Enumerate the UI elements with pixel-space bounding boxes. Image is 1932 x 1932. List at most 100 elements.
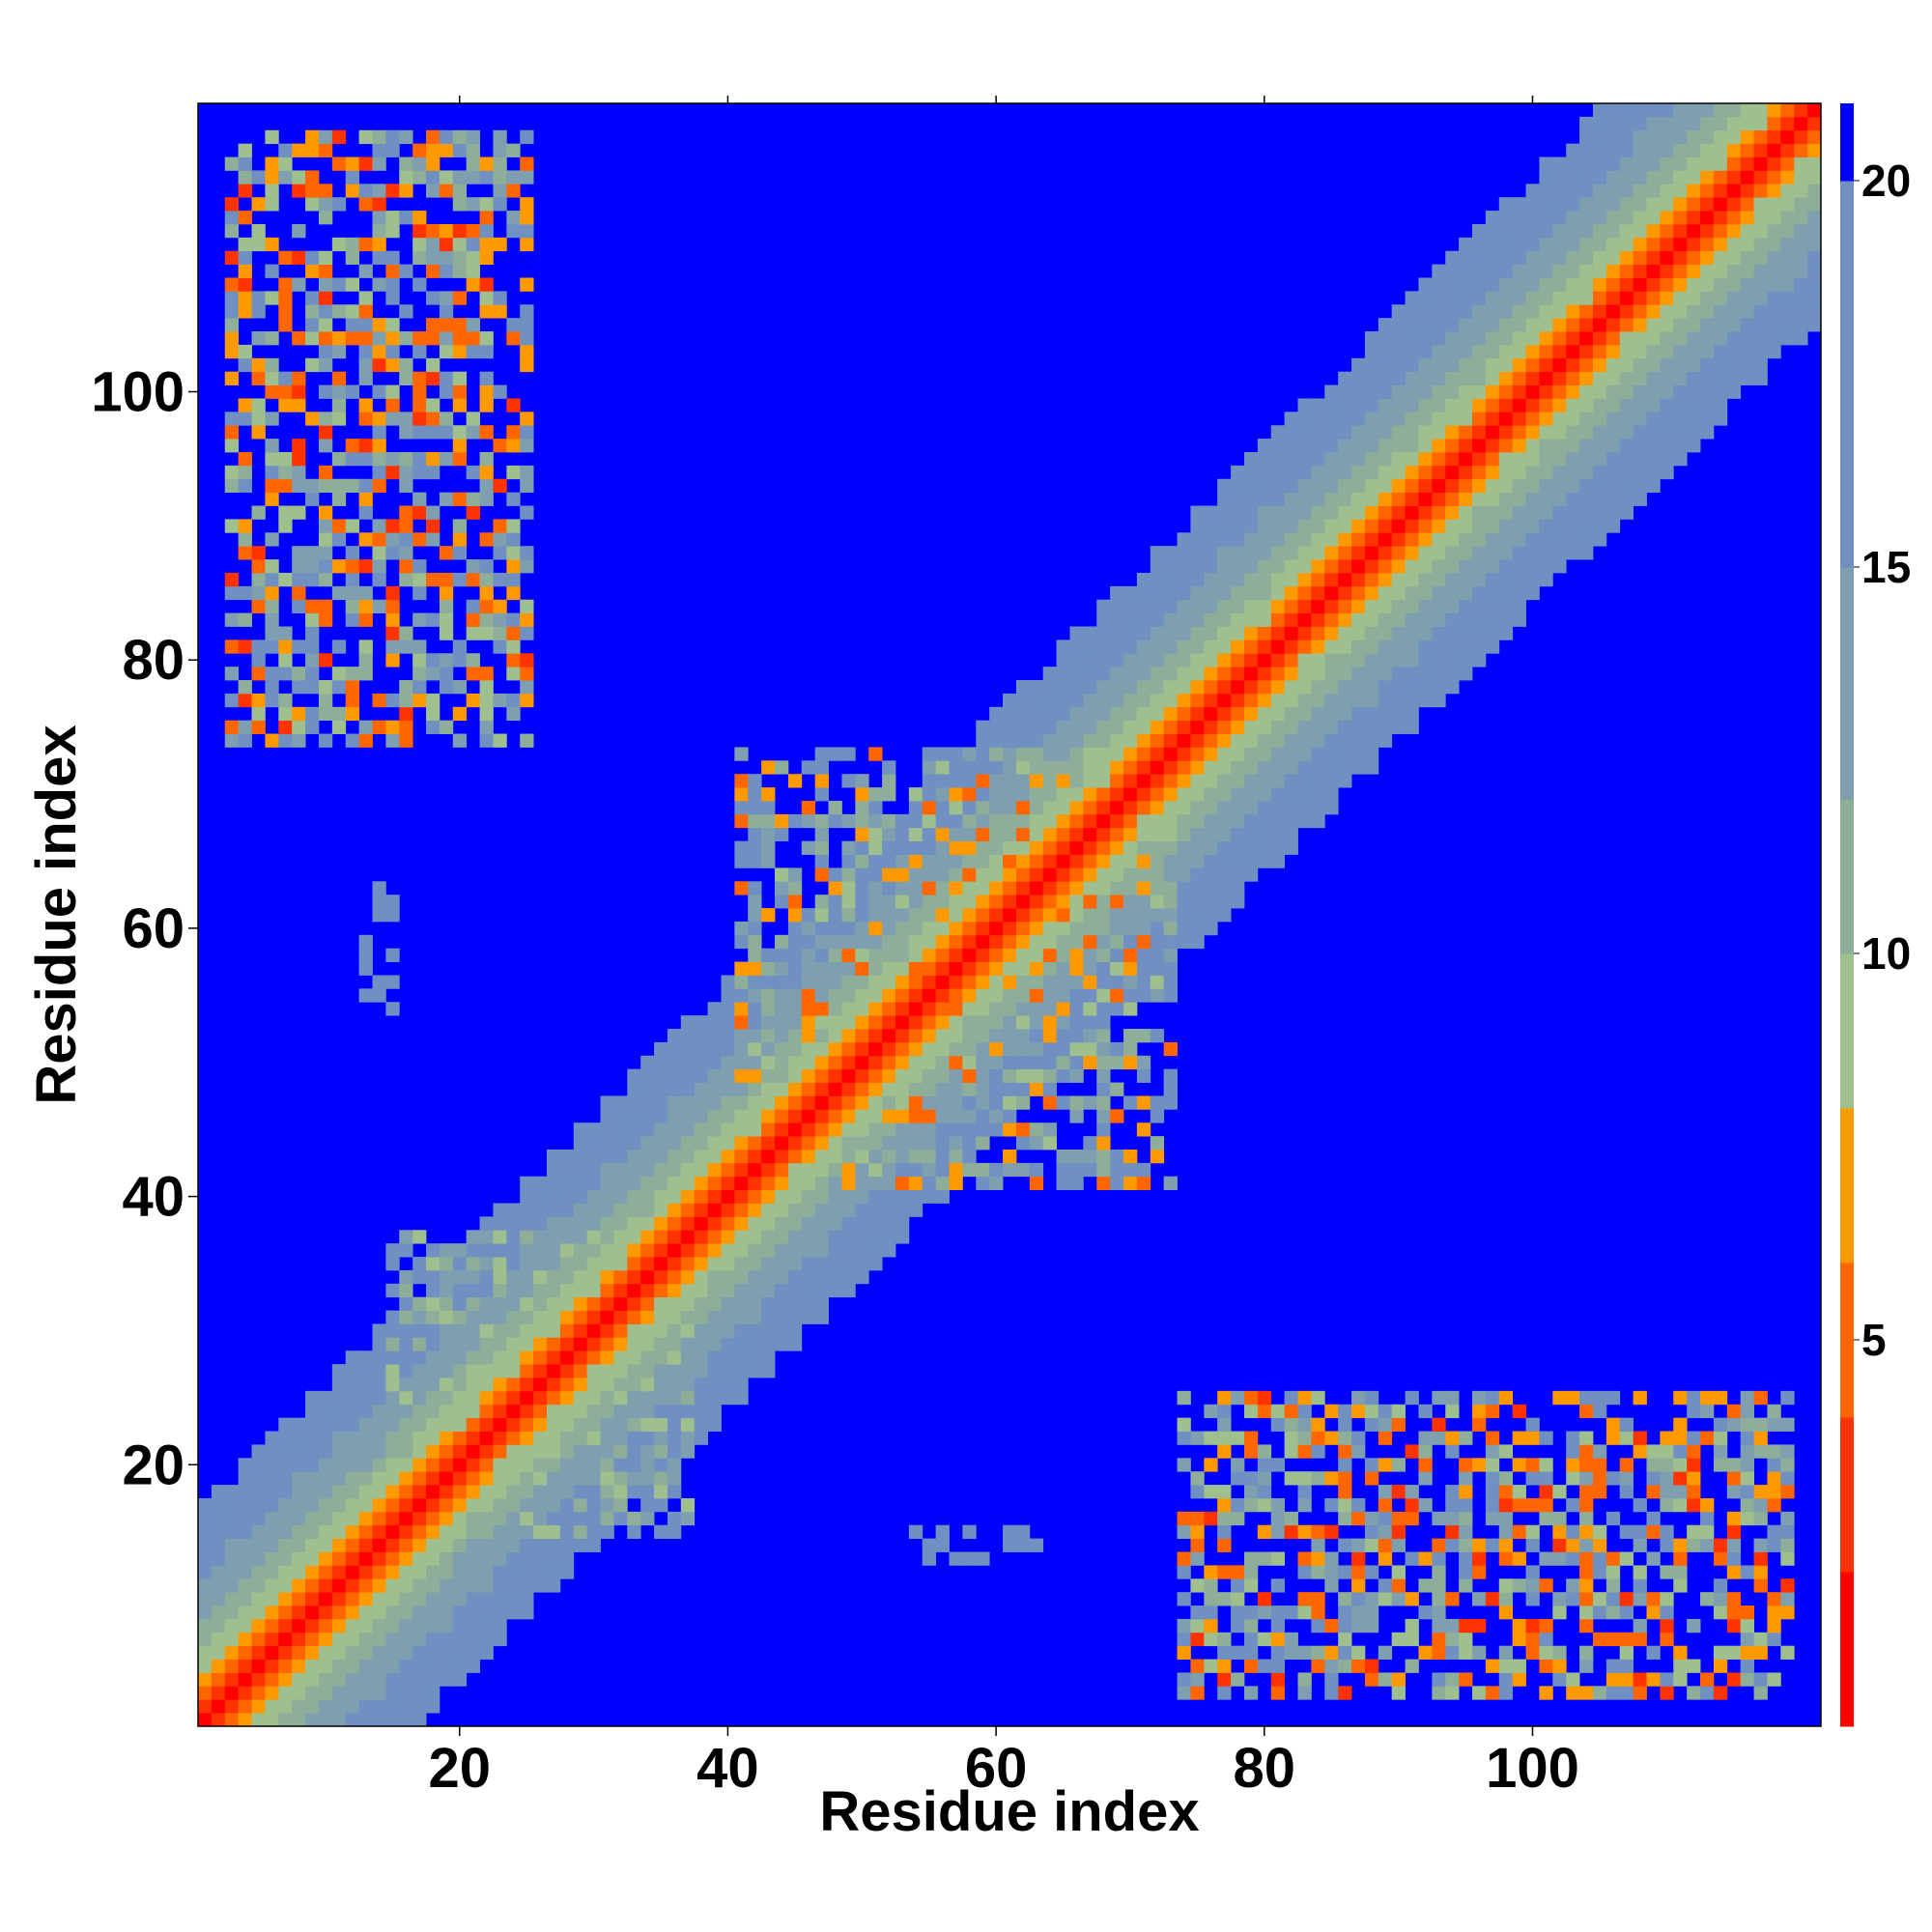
heatmap-cell xyxy=(520,1551,534,1566)
heatmap-cell xyxy=(1069,733,1084,748)
heatmap-cell xyxy=(238,546,252,560)
heatmap-cell xyxy=(1539,331,1553,346)
heatmap-cell xyxy=(828,1109,842,1123)
heatmap-cell xyxy=(1231,546,1245,560)
heatmap-cell xyxy=(1217,881,1232,895)
heatmap-cell xyxy=(976,948,990,962)
heatmap-cell xyxy=(1566,197,1580,212)
heatmap-cell xyxy=(479,398,494,412)
heatmap-cell xyxy=(654,1257,668,1271)
heatmap-cell xyxy=(1083,975,1097,989)
heatmap-cell xyxy=(976,1029,990,1043)
heatmap-cell xyxy=(1619,357,1634,373)
heatmap-cell xyxy=(439,1605,454,1620)
heatmap-cell xyxy=(493,599,507,613)
heatmap-cell xyxy=(412,1645,427,1660)
heatmap-cell xyxy=(1740,331,1754,346)
heatmap-cell xyxy=(1579,439,1594,453)
heatmap-cell xyxy=(1552,492,1567,506)
heatmap-cell xyxy=(1231,1645,1245,1660)
heatmap-cell xyxy=(1190,867,1205,882)
heatmap-cell xyxy=(1029,693,1044,708)
heatmap-cell xyxy=(1311,425,1325,440)
heatmap-cell xyxy=(1217,1497,1232,1513)
heatmap-cell xyxy=(667,1176,682,1191)
heatmap-cell xyxy=(1391,626,1406,640)
heatmap-cell xyxy=(1217,840,1232,855)
heatmap-cell xyxy=(331,706,347,722)
heatmap-cell xyxy=(466,1538,480,1552)
heatmap-cell xyxy=(801,1269,816,1285)
heatmap-cell xyxy=(331,519,347,533)
heatmap-cell xyxy=(345,1565,360,1579)
heatmap-cell xyxy=(895,961,910,976)
heatmap-cell xyxy=(399,572,413,587)
heatmap-cell xyxy=(1700,1390,1715,1406)
heatmap-cell xyxy=(493,1350,507,1365)
heatmap-cell xyxy=(305,559,320,574)
heatmap-cell xyxy=(1552,1551,1567,1566)
heatmap-cell xyxy=(1485,331,1500,346)
heatmap-cell xyxy=(1539,291,1553,305)
heatmap-cell xyxy=(1391,1417,1406,1432)
heatmap-cell xyxy=(292,250,306,266)
heatmap-cell xyxy=(1713,304,1728,319)
heatmap-cell xyxy=(1592,439,1607,453)
heatmap-cell xyxy=(868,867,883,882)
heatmap-cell xyxy=(1003,706,1017,722)
heatmap-cell xyxy=(1003,854,1017,868)
heatmap-cell xyxy=(1257,1390,1272,1406)
heatmap-cell xyxy=(479,572,494,587)
heatmap-cell xyxy=(1660,129,1674,145)
heatmap-cell xyxy=(1740,1672,1754,1687)
heatmap-cell xyxy=(1579,277,1594,292)
heatmap-cell xyxy=(895,1149,910,1164)
heatmap-cell xyxy=(1740,304,1754,319)
heatmap-cell xyxy=(613,1417,628,1432)
heatmap-cell xyxy=(345,1458,360,1472)
heatmap-cell xyxy=(1042,908,1057,923)
heatmap-cell xyxy=(546,1203,561,1217)
heatmap-cell xyxy=(292,398,306,412)
heatmap-cell xyxy=(238,1713,252,1727)
heatmap-cell xyxy=(1619,1551,1634,1566)
heatmap-cell xyxy=(1136,706,1151,722)
heatmap-cell xyxy=(520,304,534,319)
heatmap-cell xyxy=(1605,156,1621,171)
heatmap-cell xyxy=(1270,813,1286,829)
heatmap-cell xyxy=(761,1257,776,1271)
heatmap-cell xyxy=(1311,667,1325,681)
heatmap-cell xyxy=(1338,478,1352,494)
heatmap-cell xyxy=(1472,653,1487,668)
heatmap-cell xyxy=(1445,398,1460,412)
heatmap-cell xyxy=(1472,559,1487,574)
heatmap-cell xyxy=(680,1015,696,1030)
heatmap-cell xyxy=(1204,505,1218,520)
heatmap-cell xyxy=(1056,733,1070,748)
heatmap-cell xyxy=(721,1364,735,1378)
heatmap-cell xyxy=(976,1015,990,1030)
heatmap-cell xyxy=(1351,384,1366,399)
heatmap-cell xyxy=(841,1095,856,1110)
heatmap-cell xyxy=(922,787,937,802)
heatmap-cell xyxy=(1498,398,1514,412)
heatmap-cell xyxy=(1753,1672,1768,1687)
heatmap-cell xyxy=(1231,854,1245,868)
heatmap-cell xyxy=(1418,585,1433,601)
heatmap-cell xyxy=(908,1189,923,1204)
heatmap-cell xyxy=(265,1565,279,1579)
heatmap-cell xyxy=(1525,331,1540,346)
heatmap-cell xyxy=(412,667,427,681)
heatmap-cell xyxy=(1243,492,1259,506)
heatmap-cell xyxy=(1069,1055,1084,1070)
heatmap-cell xyxy=(238,733,252,748)
heatmap-cell xyxy=(787,1015,803,1030)
heatmap-cell xyxy=(426,1672,440,1687)
heatmap-cell xyxy=(721,1230,735,1244)
heatmap-cell xyxy=(331,384,347,399)
heatmap-cell xyxy=(855,774,869,788)
heatmap-cell xyxy=(1177,559,1191,574)
heatmap-cell xyxy=(278,156,293,171)
heatmap-cell xyxy=(1163,639,1178,654)
heatmap-cell xyxy=(426,1390,440,1406)
